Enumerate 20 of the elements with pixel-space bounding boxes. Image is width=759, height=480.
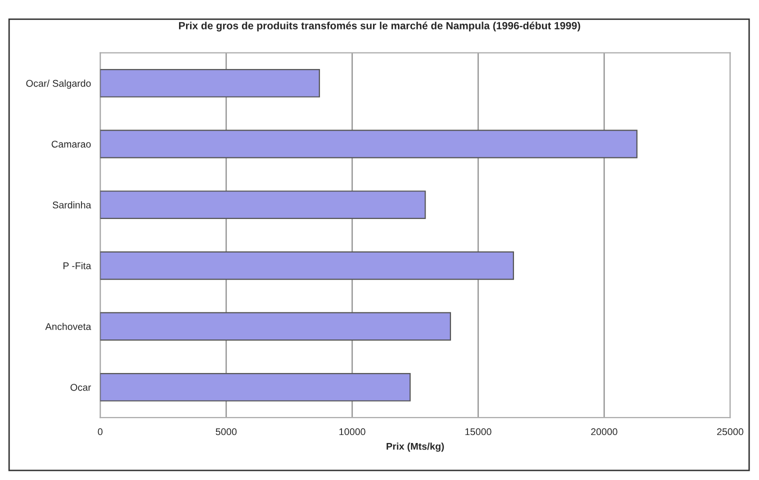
x-tick-label: 5000 xyxy=(216,428,237,436)
bar xyxy=(100,372,411,402)
x-tick-label: 20000 xyxy=(591,428,618,436)
x-tick-label: 15000 xyxy=(465,428,492,436)
chart-title: Prix de gros de produits transfomés sur le marché de Nampula (1996-début 1999) xyxy=(179,22,580,32)
x-axis-title: Prix (Mts/kg) xyxy=(386,442,444,452)
y-tick-label: Sardinha xyxy=(52,201,92,208)
bar xyxy=(100,190,426,220)
bar xyxy=(100,251,514,280)
y-tick-label: Anchoveta xyxy=(45,322,92,330)
bar xyxy=(100,68,320,98)
y-tick-label: Camarao xyxy=(52,140,91,148)
y-tick-label: Ocar/ Salgardo xyxy=(26,80,91,89)
x-tick-label: 10000 xyxy=(339,428,366,436)
y-tick-label: Ocar xyxy=(70,384,91,391)
bar xyxy=(100,130,638,158)
y-tick-label: P -Fita xyxy=(64,262,92,270)
bar xyxy=(100,312,452,341)
x-tick-label: 0 xyxy=(98,428,103,436)
x-tick-label: 25000 xyxy=(717,428,744,436)
